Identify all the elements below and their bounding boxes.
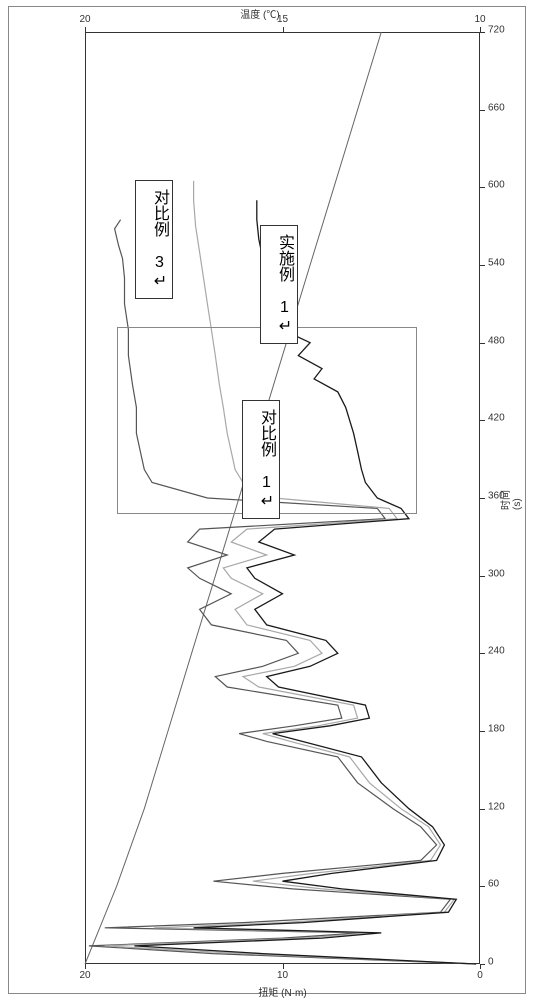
tick-time [480, 32, 485, 33]
callout-example1: 实施例 1↵ [260, 225, 298, 344]
tick-label-time: 360 [488, 491, 505, 502]
tick-label-time: 540 [488, 258, 505, 269]
tick-label-temp: 10 [474, 14, 485, 25]
tick-label-time: 0 [488, 957, 494, 968]
tick-label-time: 480 [488, 335, 505, 346]
callout-compare3: 对比例 3↵ [135, 180, 173, 299]
tick-time [480, 498, 485, 499]
tick-torque [480, 964, 481, 969]
tick-label-time: 660 [488, 102, 505, 113]
callout-compare1: 对比例 1↵ [242, 400, 280, 519]
tick-label-torque: 20 [79, 970, 90, 981]
tick-torque [85, 964, 86, 969]
tick-time [480, 653, 485, 654]
tick-time [480, 731, 485, 732]
axis-left-title: 扭矩 (N·m) [258, 984, 306, 999]
tick-label-time: 420 [488, 413, 505, 424]
tick-time [480, 809, 485, 810]
tick-label-temp: 15 [277, 14, 288, 25]
tick-time [480, 187, 485, 188]
axis-top-title: 温度 (℃) [240, 6, 279, 21]
tick-temp [85, 27, 86, 32]
tick-label-time: 240 [488, 646, 505, 657]
tick-label-time: 300 [488, 568, 505, 579]
tick-time [480, 886, 485, 887]
tick-label-time: 60 [488, 879, 499, 890]
tick-temp [283, 27, 284, 32]
tick-label-torque: 0 [477, 970, 483, 981]
tick-label-temp: 20 [79, 14, 90, 25]
tick-label-time: 600 [488, 180, 505, 191]
tick-label-time: 180 [488, 724, 505, 735]
tick-temp [480, 27, 481, 32]
tick-time [480, 343, 485, 344]
tick-time [480, 110, 485, 111]
tick-torque [283, 964, 284, 969]
tick-label-time: 120 [488, 801, 505, 812]
tick-time [480, 265, 485, 266]
tick-label-torque: 10 [277, 970, 288, 981]
tick-label-time: 720 [488, 25, 505, 36]
tick-time [480, 420, 485, 421]
tick-time [480, 576, 485, 577]
